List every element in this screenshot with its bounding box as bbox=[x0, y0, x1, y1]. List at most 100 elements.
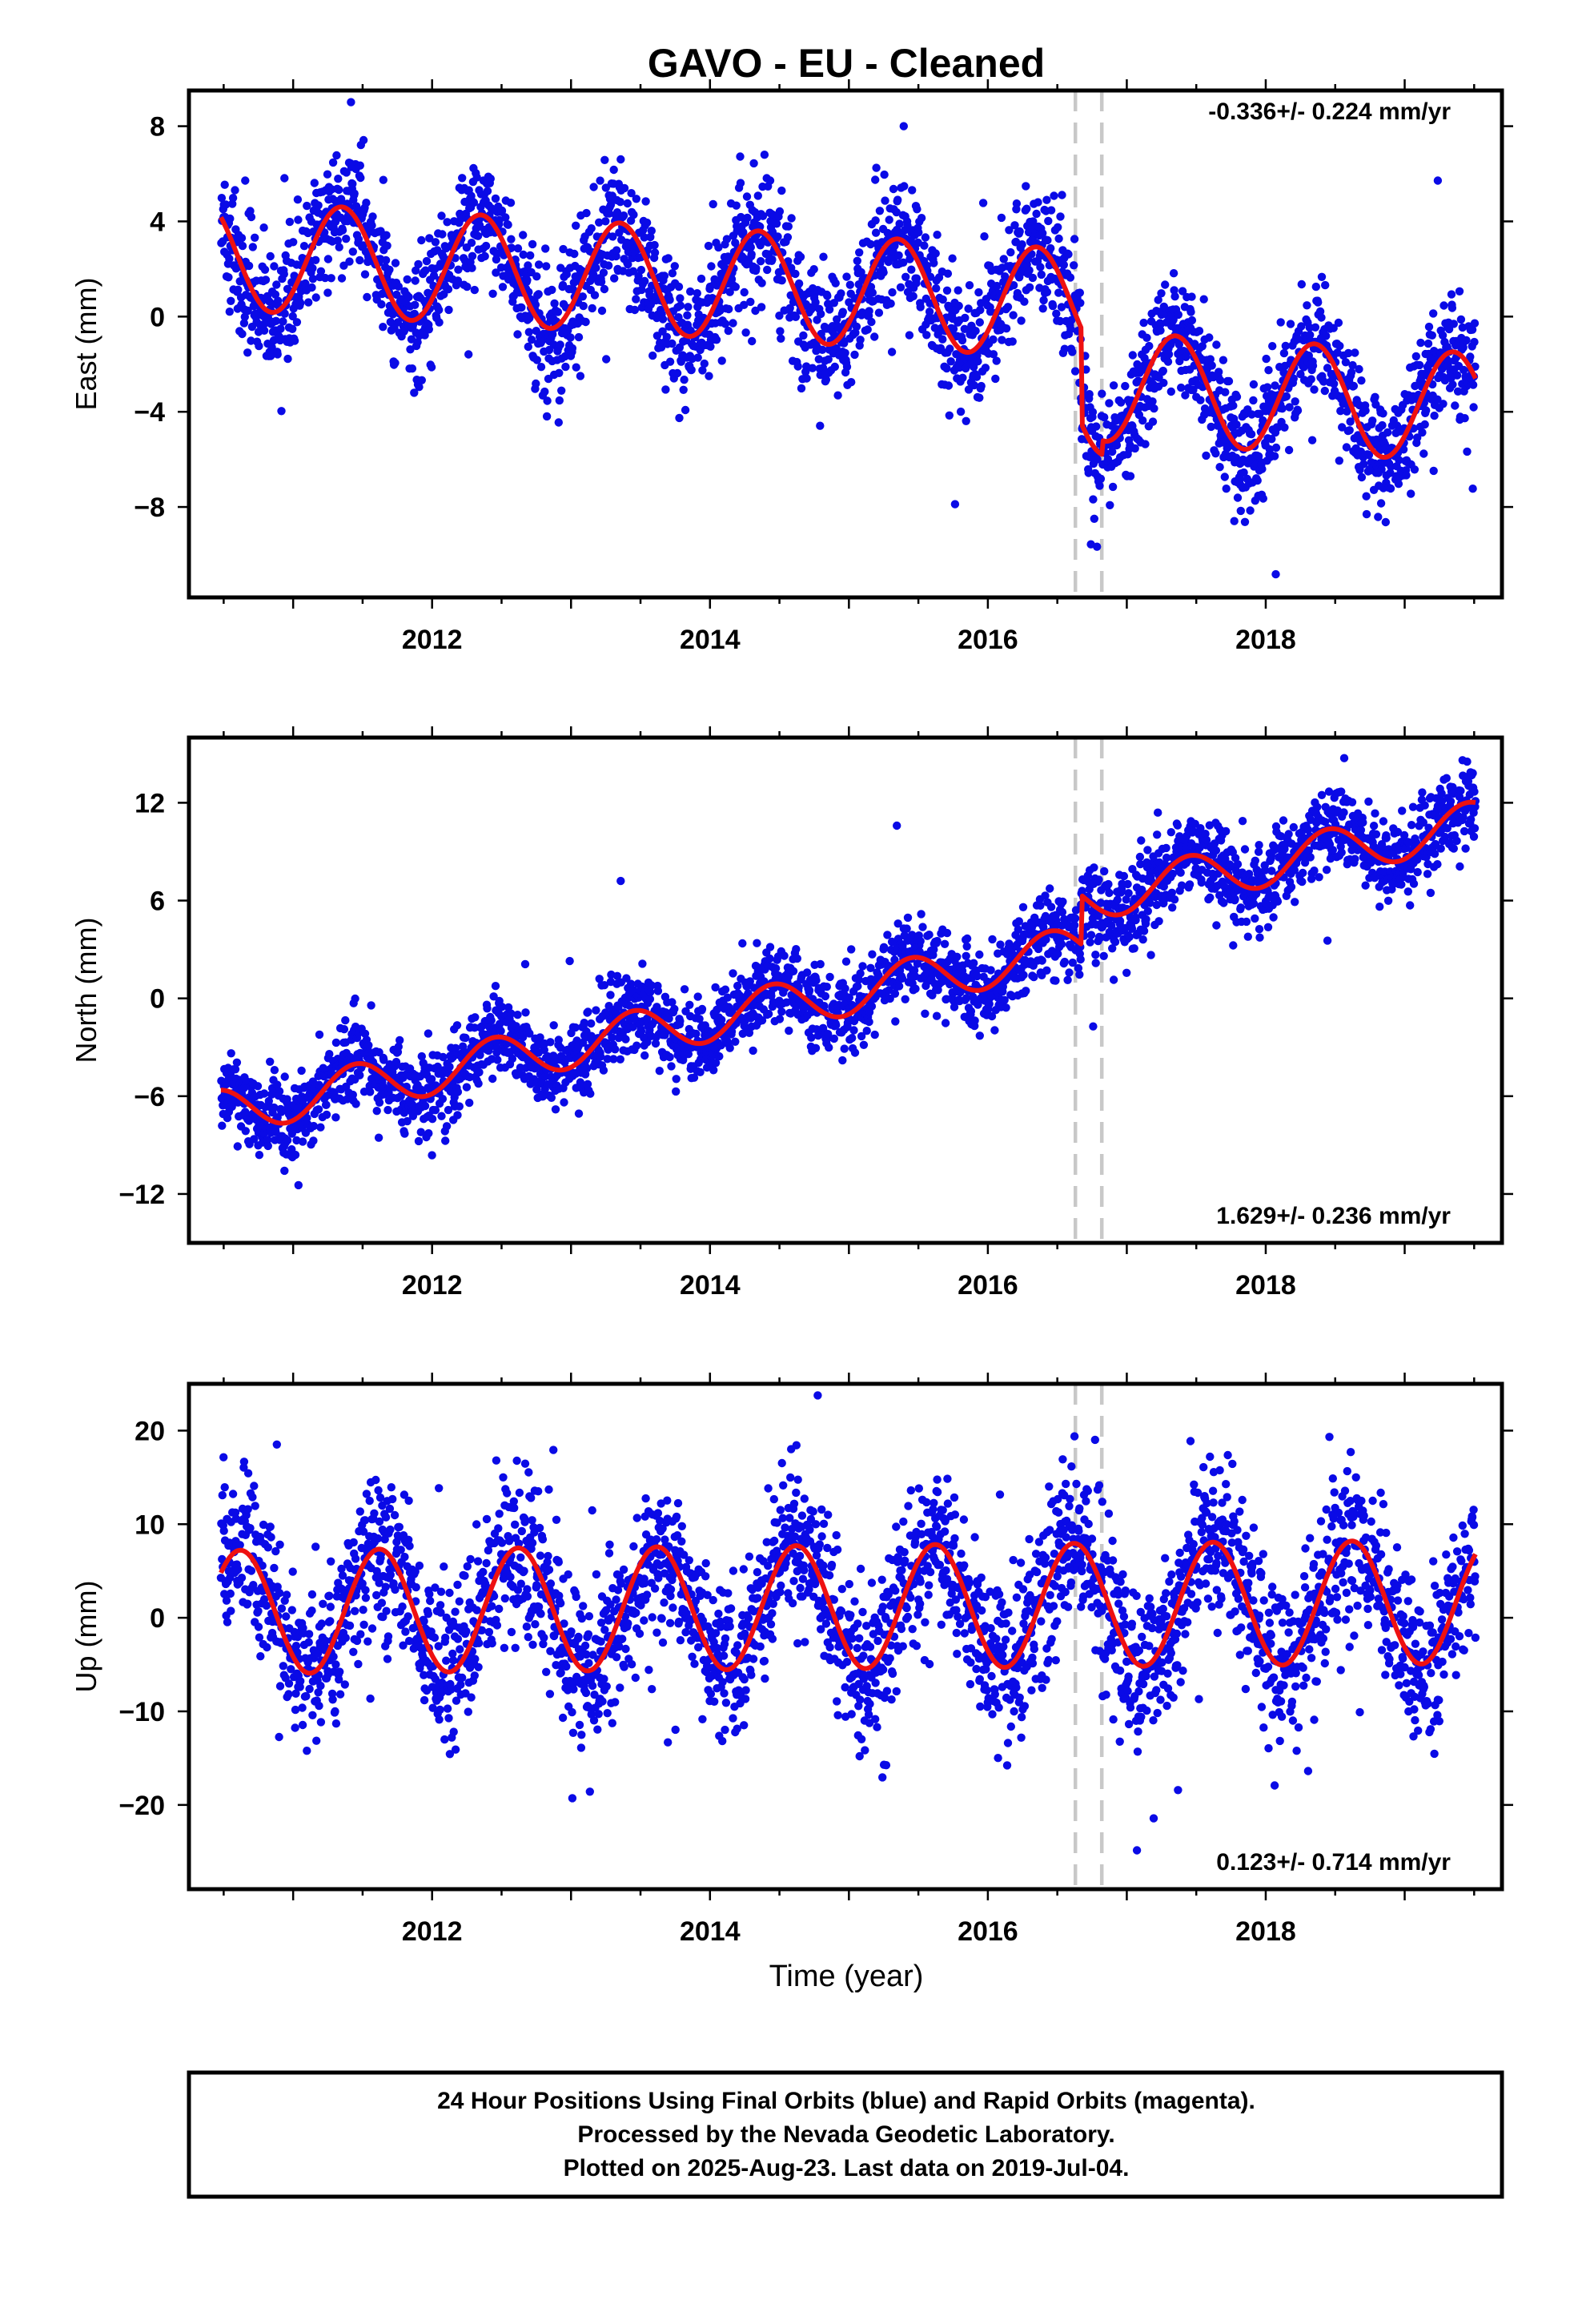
data-point bbox=[926, 272, 935, 281]
data-point bbox=[420, 331, 429, 340]
data-point bbox=[554, 418, 563, 427]
data-point bbox=[351, 994, 359, 1003]
data-point bbox=[404, 292, 413, 302]
data-point bbox=[1420, 420, 1429, 429]
data-point bbox=[425, 234, 434, 243]
data-point bbox=[1141, 440, 1150, 448]
data-point bbox=[1032, 209, 1041, 219]
data-point bbox=[822, 983, 832, 991]
data-point bbox=[1462, 336, 1471, 345]
data-point bbox=[1037, 270, 1046, 279]
data-point bbox=[266, 251, 275, 261]
data-point bbox=[1427, 331, 1437, 340]
data-point bbox=[1321, 280, 1330, 290]
data-point bbox=[817, 345, 827, 354]
data-point bbox=[938, 295, 947, 304]
data-point bbox=[483, 1004, 492, 1013]
data-point bbox=[808, 364, 817, 372]
data-point bbox=[524, 261, 532, 270]
data-point bbox=[733, 981, 742, 991]
data-point bbox=[894, 982, 904, 991]
data-point bbox=[298, 1137, 307, 1146]
y-tick-label: −6 bbox=[134, 1082, 165, 1112]
data-point bbox=[1048, 301, 1058, 311]
data-point bbox=[1046, 884, 1054, 893]
data-point bbox=[903, 221, 912, 230]
data-point bbox=[647, 981, 656, 990]
data-point bbox=[1468, 485, 1477, 493]
data-point bbox=[1166, 340, 1175, 349]
data-point bbox=[764, 1009, 773, 1019]
data-point bbox=[469, 198, 479, 207]
data-point bbox=[543, 396, 552, 405]
data-point bbox=[1015, 273, 1024, 282]
data-point bbox=[772, 219, 781, 228]
data-point bbox=[303, 1113, 311, 1123]
data-point bbox=[1247, 430, 1256, 439]
data-point bbox=[1447, 304, 1457, 312]
data-point bbox=[965, 281, 974, 290]
data-point bbox=[342, 235, 351, 243]
data-point bbox=[534, 290, 543, 299]
data-point bbox=[366, 1088, 375, 1096]
data-point bbox=[732, 201, 741, 210]
data-point bbox=[870, 1030, 879, 1039]
data-point bbox=[439, 1052, 448, 1062]
data-point bbox=[264, 1096, 273, 1106]
data-point bbox=[549, 1021, 558, 1030]
data-point bbox=[736, 152, 745, 161]
data-point bbox=[802, 968, 812, 977]
data-point bbox=[840, 339, 849, 348]
data-point bbox=[747, 250, 756, 259]
data-point bbox=[1233, 493, 1243, 502]
data-point bbox=[532, 272, 541, 281]
data-point bbox=[1158, 366, 1168, 376]
data-point bbox=[348, 179, 357, 188]
data-point bbox=[520, 959, 530, 969]
data-point bbox=[1058, 897, 1067, 907]
data-point bbox=[853, 982, 862, 991]
data-point bbox=[802, 374, 811, 383]
data-point bbox=[714, 243, 723, 252]
data-point bbox=[1453, 387, 1463, 396]
data-point bbox=[244, 1116, 254, 1125]
data-point bbox=[812, 976, 821, 985]
data-point bbox=[497, 206, 507, 215]
data-point bbox=[331, 1113, 340, 1122]
data-point bbox=[386, 317, 395, 327]
plot-area bbox=[217, 90, 1480, 597]
data-point bbox=[1329, 324, 1338, 332]
data-point bbox=[475, 1068, 484, 1077]
data-point bbox=[775, 312, 784, 320]
data-point bbox=[491, 194, 500, 203]
data-point bbox=[1038, 956, 1046, 965]
data-point bbox=[379, 175, 387, 184]
data-point bbox=[568, 344, 577, 353]
data-point bbox=[489, 992, 498, 1001]
data-point bbox=[542, 262, 551, 271]
data-point bbox=[909, 292, 917, 301]
data-point bbox=[989, 350, 998, 359]
data-point bbox=[931, 249, 940, 258]
data-point bbox=[725, 304, 733, 314]
data-point bbox=[988, 935, 997, 944]
data-point bbox=[558, 280, 568, 290]
data-point bbox=[602, 355, 611, 364]
data-point bbox=[1020, 297, 1029, 306]
data-point bbox=[1344, 348, 1353, 358]
data-point bbox=[874, 308, 884, 317]
data-point bbox=[899, 258, 908, 267]
data-point bbox=[978, 199, 988, 207]
data-point bbox=[504, 220, 512, 229]
data-point bbox=[234, 285, 243, 294]
data-point bbox=[885, 215, 893, 224]
data-point bbox=[658, 315, 668, 324]
data-point bbox=[1014, 917, 1024, 926]
data-point bbox=[383, 1105, 392, 1115]
data-point bbox=[1202, 451, 1211, 460]
data-point bbox=[824, 355, 833, 364]
data-point bbox=[279, 317, 287, 326]
data-point bbox=[608, 1033, 616, 1042]
data-point bbox=[595, 975, 604, 983]
data-point bbox=[1364, 450, 1374, 460]
